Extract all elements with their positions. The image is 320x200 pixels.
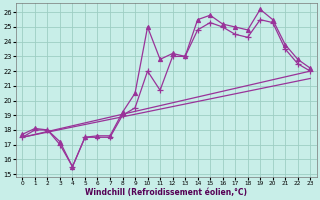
X-axis label: Windchill (Refroidissement éolien,°C): Windchill (Refroidissement éolien,°C) [85,188,247,197]
